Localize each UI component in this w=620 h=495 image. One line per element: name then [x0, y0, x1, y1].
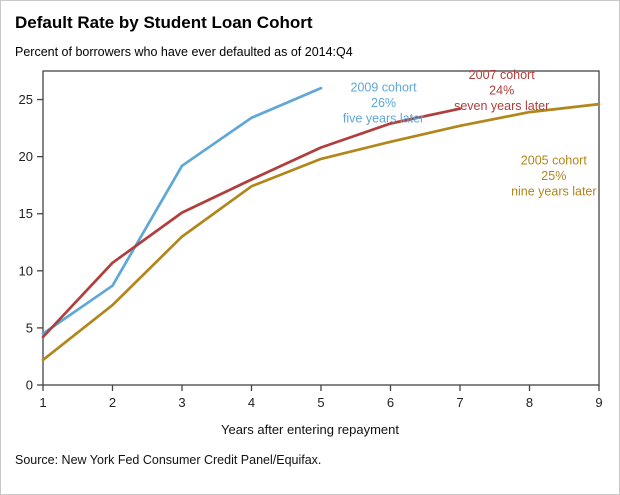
series-line-2007-cohort: [41, 107, 462, 339]
source-note: Source: New York Fed Consumer Credit Pan…: [15, 453, 322, 467]
chart-subtitle: Percent of borrowers who have ever defau…: [15, 45, 353, 59]
series-line-2009-cohort: [41, 86, 323, 335]
svg-text:7: 7: [456, 395, 463, 410]
svg-text:2: 2: [109, 395, 116, 410]
svg-text:5: 5: [317, 395, 324, 410]
annotation-2005-cohort: 2005 cohort 25% nine years later: [511, 154, 596, 199]
svg-text:1: 1: [39, 395, 46, 410]
svg-text:25: 25: [19, 92, 33, 107]
svg-text:0: 0: [26, 378, 33, 393]
annotation-2009-cohort: 2009 cohort 26% five years later: [343, 81, 424, 126]
svg-text:3: 3: [178, 395, 185, 410]
series-line-2005-cohort: [41, 102, 601, 362]
svg-text:10: 10: [19, 263, 33, 278]
svg-text:20: 20: [19, 149, 33, 164]
svg-text:9: 9: [595, 395, 602, 410]
page-title: Default Rate by Student Loan Cohort: [15, 13, 313, 32]
annotation-2007-cohort: 2007 cohort 24% seven years later: [454, 68, 549, 113]
svg-text:5: 5: [26, 320, 33, 335]
line-chart: 1 2 3 4 5 6 7 8 9 0 5 10 15 20 25 2009 cohort 26% five ye…: [19, 68, 603, 410]
svg-text:6: 6: [387, 395, 394, 410]
svg-text:4: 4: [248, 395, 255, 410]
svg-text:8: 8: [526, 395, 533, 410]
svg-text:15: 15: [19, 206, 33, 221]
x-axis-title: Years after entering repayment: [220, 422, 399, 437]
